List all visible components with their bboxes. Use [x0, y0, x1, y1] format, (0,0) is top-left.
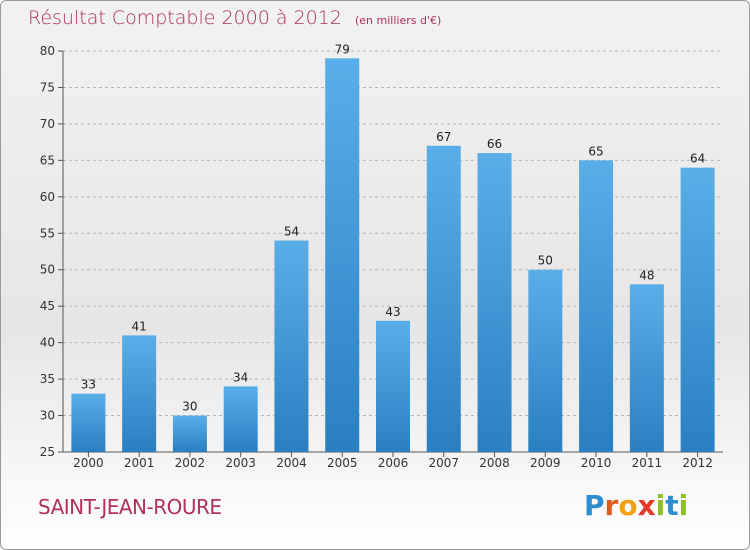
y-tick-label: 35	[40, 372, 55, 386]
bar-value-label: 43	[385, 305, 400, 319]
bar	[274, 240, 309, 452]
bar	[477, 153, 512, 452]
bar	[325, 58, 360, 453]
y-tick-label: 55	[40, 226, 55, 240]
bar	[71, 393, 106, 452]
bar-value-label: 67	[436, 130, 451, 144]
bar-value-label: 65	[588, 144, 603, 158]
bar	[528, 269, 563, 452]
x-tick-label: 2009	[530, 456, 561, 470]
bar	[376, 320, 410, 452]
x-tick-label: 2001	[124, 456, 155, 470]
labels: 33 41 30 34 54 79 43 67 66 50 65 48 64	[81, 42, 706, 413]
y-tick-label: 40	[40, 336, 55, 350]
x-tick-label: 2007	[428, 456, 459, 470]
bars	[71, 58, 715, 453]
axes: 25 30 35 40 45 50 55 60 65 70 75 80 2000 2001 2002 2003…	[40, 44, 723, 470]
x-tick-label: 2006	[378, 456, 409, 470]
bar-value-label: 30	[182, 400, 197, 414]
bar	[172, 415, 207, 452]
bar-value-label: 48	[639, 268, 654, 282]
bar-value-label: 79	[335, 42, 350, 56]
bar	[426, 145, 461, 453]
x-tick-label: 2012	[682, 456, 713, 470]
chart-title: Résultat Comptable 2000 à 2012 (en milli…	[28, 7, 441, 29]
bar-value-label: 64	[690, 152, 705, 166]
x-tick-label: 2010	[581, 456, 612, 470]
y-tick-label: 50	[40, 263, 55, 277]
bar-value-label: 41	[132, 319, 147, 333]
x-tick-label: 2011	[632, 456, 663, 470]
y-tick-label: 25	[40, 445, 55, 459]
svg-text:Proxiti: Proxiti	[584, 489, 688, 522]
bar-value-label: 50	[538, 254, 553, 268]
x-tick-label: 2000	[73, 456, 104, 470]
bar-value-label: 66	[487, 137, 502, 151]
chart-unit-text: (en milliers d'€)	[354, 14, 442, 27]
x-tick-label: 2003	[225, 456, 256, 470]
x-tick-label: 2004	[276, 456, 307, 470]
y-tick-label: 70	[40, 117, 55, 131]
bar-value-label: 34	[233, 370, 248, 384]
bar	[579, 160, 614, 452]
x-tick-label: 2002	[175, 456, 206, 470]
bar-value-label: 33	[81, 378, 96, 392]
bar	[629, 284, 664, 452]
chart-title-text: Résultat Comptable 2000 à 2012	[28, 7, 342, 29]
y-tick-label: 80	[40, 44, 55, 58]
bar-value-label: 54	[284, 225, 299, 239]
bar	[680, 167, 715, 452]
x-tick-label: 2005	[327, 456, 358, 470]
bar	[223, 386, 258, 452]
y-tick-label: 45	[40, 299, 55, 313]
x-tick-label: 2008	[479, 456, 510, 470]
y-tick-label: 30	[40, 409, 55, 423]
commune-name: SAINT-JEAN-ROURE	[38, 495, 222, 519]
y-tick-label: 60	[40, 190, 55, 204]
bar	[122, 335, 157, 452]
y-tick-label: 65	[40, 153, 55, 167]
proxiti-logo: Proxiti	[584, 489, 688, 522]
y-tick-label: 75	[40, 80, 55, 94]
